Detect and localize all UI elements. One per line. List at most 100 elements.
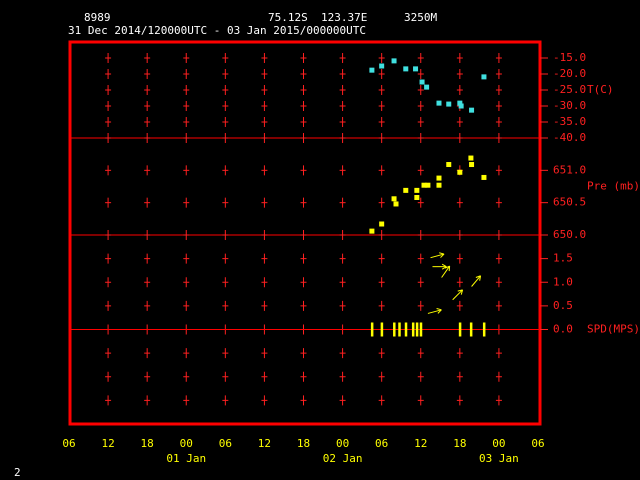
grid-cross [300, 253, 307, 264]
grid-cross [261, 69, 268, 79]
grid-cross [456, 348, 463, 359]
data-point [379, 63, 385, 69]
wind-arrow [441, 265, 451, 278]
grid-cross [456, 253, 463, 264]
grid-cross [183, 300, 190, 311]
grid-cross [417, 348, 424, 359]
grid-cross [144, 230, 151, 240]
grid-cross [417, 230, 424, 240]
x-tick-label: 06 [219, 437, 232, 450]
grid-cross [417, 69, 424, 79]
arrow-head [457, 289, 463, 292]
calm-mark [393, 322, 396, 337]
grid-cross [222, 117, 229, 127]
y-tick-label: -40.0 [553, 131, 586, 144]
grid-cross [300, 300, 307, 311]
grid-cross [339, 395, 346, 406]
longitude: 123.37E [321, 11, 367, 24]
data-point [413, 66, 419, 72]
grid-cross [456, 69, 463, 79]
grid-cross [300, 277, 307, 288]
grid-cross [261, 371, 268, 382]
grid-cross [183, 395, 190, 406]
x-tick-label: 06 [375, 437, 388, 450]
data-point [424, 84, 430, 90]
grid-cross [495, 165, 502, 176]
data-point [436, 175, 442, 181]
grid-cross [378, 371, 385, 382]
grid-cross [105, 253, 112, 264]
grid-cross [144, 395, 151, 406]
latitude: 75.12S [268, 11, 308, 24]
data-point [393, 201, 399, 207]
grid-cross [495, 69, 502, 79]
grid-cross [339, 230, 346, 240]
grid-cross [495, 348, 502, 359]
x-tick-label: 12 [258, 437, 271, 450]
grid-cross [339, 197, 346, 208]
axis-label: SPD(MPS) [587, 323, 640, 336]
grid-cross [300, 165, 307, 176]
grid-cross [105, 133, 112, 143]
wind-arrow [471, 275, 482, 287]
grid-cross [183, 101, 190, 111]
y-tick-label: 651.0 [553, 163, 586, 176]
grid-cross [105, 348, 112, 359]
grid-cross [144, 277, 151, 288]
grid-cross [261, 395, 268, 406]
calm-mark [482, 322, 486, 337]
grid-cross [222, 53, 229, 63]
grid-cross [300, 101, 307, 111]
grid-cross [261, 117, 268, 127]
grid-cross [183, 117, 190, 127]
y-tick-label: -35.0 [553, 115, 586, 128]
grid-cross [183, 371, 190, 382]
grid-cross [495, 85, 502, 95]
grid-cross [222, 69, 229, 79]
grid-cross [183, 69, 190, 79]
grid-cross [456, 117, 463, 127]
grid-cross [144, 371, 151, 382]
y-tick-label: 650.5 [553, 196, 586, 209]
grid-cross [261, 230, 268, 240]
data-point [457, 169, 463, 175]
arrow-head [440, 253, 445, 258]
grid-cross [378, 230, 385, 240]
grid-cross [105, 197, 112, 208]
grid-cross [378, 53, 385, 63]
grid-cross [339, 101, 346, 111]
arrow-shaft [452, 289, 463, 301]
grid-cross [183, 85, 190, 95]
station-id: 8989 [84, 11, 111, 24]
grid-cross [105, 277, 112, 288]
grid-cross [105, 395, 112, 406]
arrow-head [444, 265, 450, 269]
arrow-head [436, 308, 442, 311]
grid-cross [105, 300, 112, 311]
grid-cross [183, 197, 190, 208]
y-tick-label: -25.0 [553, 83, 586, 96]
y-tick-label: -15.0 [553, 51, 586, 64]
grid-cross [261, 85, 268, 95]
grid-cross [456, 371, 463, 382]
grid-cross [300, 348, 307, 359]
x-tick-label: 06 [62, 437, 75, 450]
grid-cross [417, 165, 424, 176]
grid-cross [417, 85, 424, 95]
grid-cross [261, 300, 268, 311]
grid-cross [495, 277, 502, 288]
grid-cross [261, 133, 268, 143]
arrow-head [439, 252, 445, 255]
grid-cross [378, 85, 385, 95]
grid-cross [495, 371, 502, 382]
grid-cross [144, 117, 151, 127]
y-tick-label: -30.0 [553, 99, 586, 112]
grid-cross [378, 69, 385, 79]
grid-cross [222, 85, 229, 95]
wind-arrow [427, 308, 442, 314]
plot-frame [68, 40, 542, 426]
y-tick-label: 1.0 [553, 275, 573, 288]
grid-cross [339, 348, 346, 359]
arrow-head [441, 266, 447, 270]
wind-arrow [452, 289, 464, 301]
